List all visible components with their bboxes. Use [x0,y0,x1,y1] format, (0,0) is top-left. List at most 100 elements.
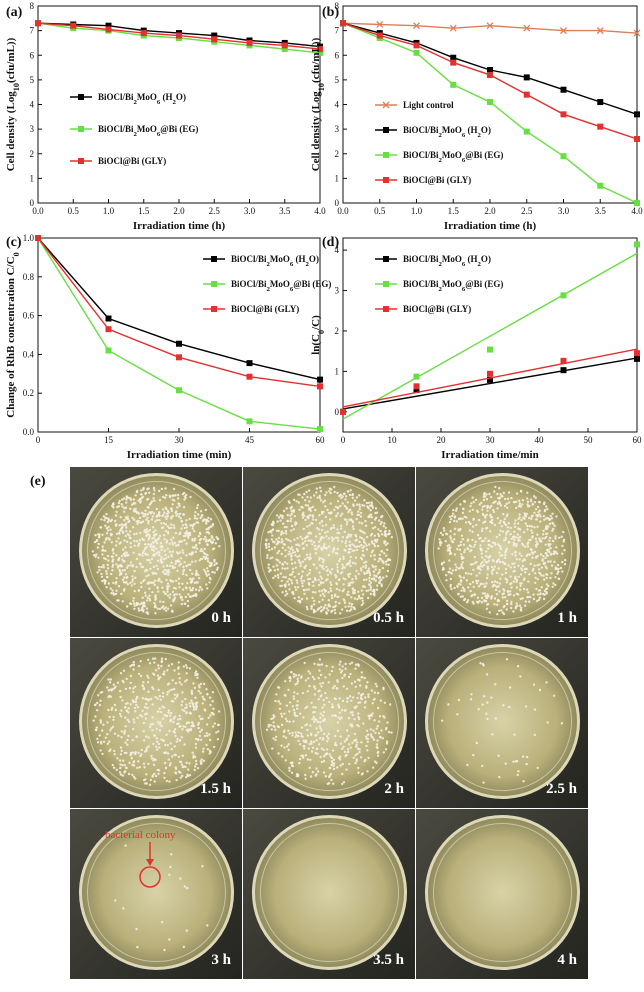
legend-label: BiOCl/Bi2MoO6 (H2O) [231,254,319,268]
bacterial-colony [266,554,269,557]
bacterial-colony [277,536,281,540]
bacterial-colony [104,736,108,739]
bacterial-colony [511,553,514,556]
bacterial-colony [142,681,145,684]
bacterial-colony [307,489,311,492]
bacterial-colony [148,587,151,590]
bacterial-colony [287,539,290,542]
bacterial-colony [216,566,219,569]
bacterial-colony [107,678,110,681]
bacterial-colony [496,581,499,584]
bacterial-colony [545,573,548,576]
bacterial-colony [295,579,298,582]
bacterial-colony [367,695,370,699]
bacterial-colony [318,496,322,500]
bacterial-colony [160,664,163,668]
bacterial-colony [99,699,102,702]
bacterial-colony [290,512,294,516]
bacterial-colony [345,609,349,612]
bacterial-colony [357,716,360,719]
bacterial-colony [271,556,274,559]
bacterial-colony [165,578,168,582]
bacterial-colony [341,495,344,498]
y-tick-label: 7 [30,26,35,36]
bacterial-colony [110,541,114,544]
bacterial-colony [182,506,186,509]
bacterial-colony [177,582,181,585]
bacterial-colony [322,710,326,714]
bacterial-colony [322,567,325,571]
petri-dish-rim [260,481,399,620]
bacterial-colony [173,541,177,545]
bacterial-colony [519,584,522,587]
bacterial-colony [166,693,169,696]
bacterial-colony [315,739,318,742]
petri-dish-rim [433,652,572,791]
bacterial-colony [354,539,357,542]
bacterial-colony [548,518,551,521]
bacterial-colony [504,577,507,580]
bacterial-colony [311,770,315,774]
bacterial-colony [518,604,522,607]
annotation-arrowhead [146,859,154,866]
bacterial-colony [274,699,277,703]
bacterial-colony [183,498,186,501]
bacterial-colony [194,765,197,768]
bacterial-colony [459,595,463,598]
bacterial-colony [536,577,539,581]
bacterial-colony [142,721,146,725]
bacterial-colony [288,769,291,772]
bacterial-colony [453,533,456,536]
petri-dish [79,815,234,970]
bacterial-colony [486,573,489,576]
bacterial-colony [331,703,334,706]
bacterial-colony [385,726,388,730]
bacterial-colony [309,724,312,727]
bacterial-colony [328,487,332,490]
bacterial-colony [137,751,140,754]
bacterial-colony [165,541,168,544]
bacterial-colony [178,739,181,742]
bacterial-colony [320,589,324,592]
bacterial-colony [185,573,188,577]
bacterial-colony [166,586,169,589]
bacterial-colony [459,503,462,506]
bacterial-colony [135,703,138,707]
bacterial-colony [205,555,208,559]
bacterial-colony [187,593,190,596]
bacterial-colony [133,539,136,543]
bacterial-colony [195,506,199,510]
bacterial-colony [163,670,166,673]
bacterial-colony [354,562,357,565]
bacterial-colony [479,583,482,586]
bacterial-colony [375,575,378,578]
bacterial-colony [108,715,111,719]
bacterial-colony [114,519,117,523]
bacterial-colony [163,607,166,611]
bacterial-colony [539,553,543,556]
bacterial-colony [122,524,125,527]
bacterial-colony [127,564,130,567]
bacterial-colony [513,569,516,573]
bacterial-colony [315,567,318,570]
bacterial-colony [185,929,188,932]
bacterial-colony [283,525,287,529]
bacterial-colony [371,712,374,715]
bacterial-colony [349,555,352,559]
bacterial-colony [121,699,124,702]
bacterial-colony [356,723,359,727]
bacterial-colony [110,555,114,558]
bacterial-colony [531,569,534,572]
bacterial-colony [321,557,324,560]
bacterial-colony [180,520,183,523]
bacterial-colony [312,740,316,744]
bacterial-colony [124,687,128,691]
bacterial-colony [143,602,146,605]
bacterial-colony [300,675,303,678]
bacterial-colony [317,731,320,734]
bacterial-colony [554,535,557,538]
time-label: 2 h [384,781,404,797]
bacterial-colony [514,760,518,763]
plate-photo: 2.5 h [416,638,588,808]
bacterial-colony [114,514,118,517]
